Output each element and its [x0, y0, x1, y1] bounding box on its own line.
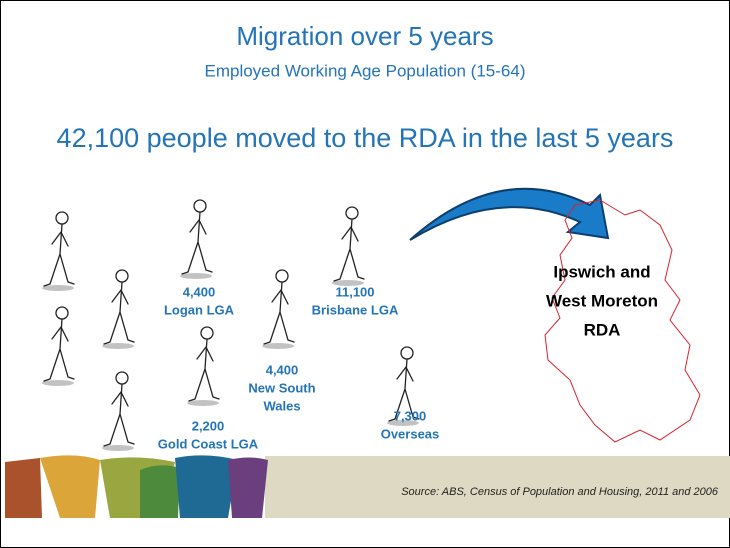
map-label: West Moreton [546, 291, 658, 310]
group-label: Wales [263, 398, 300, 413]
title: Migration over 5 years [236, 21, 493, 51]
group-label: Brisbane LGA [312, 302, 399, 317]
group-value: 2,200 [192, 418, 225, 433]
group-value: 11,100 [335, 284, 374, 299]
group-label: Gold Coast LGA [158, 436, 259, 451]
arrow [409, 187, 610, 241]
subtitle: Employed Working Age Population (15-64) [205, 61, 526, 80]
group-value: 7,300 [394, 408, 427, 423]
group-label: New South [248, 380, 315, 395]
group-label: Logan LGA [164, 302, 235, 317]
rda-map [544, 199, 701, 443]
group-value: 4,400 [266, 362, 299, 377]
footer-band [5, 455, 730, 518]
map-label: Ipswich and [553, 262, 650, 281]
source: Source: ABS, Census of Population and Ho… [401, 486, 719, 498]
headline: 42,100 people moved to the RDA in the la… [57, 123, 674, 153]
group-label: Overseas [381, 426, 440, 441]
group-value: 4,400 [183, 284, 216, 299]
map-label: RDA [584, 320, 621, 339]
